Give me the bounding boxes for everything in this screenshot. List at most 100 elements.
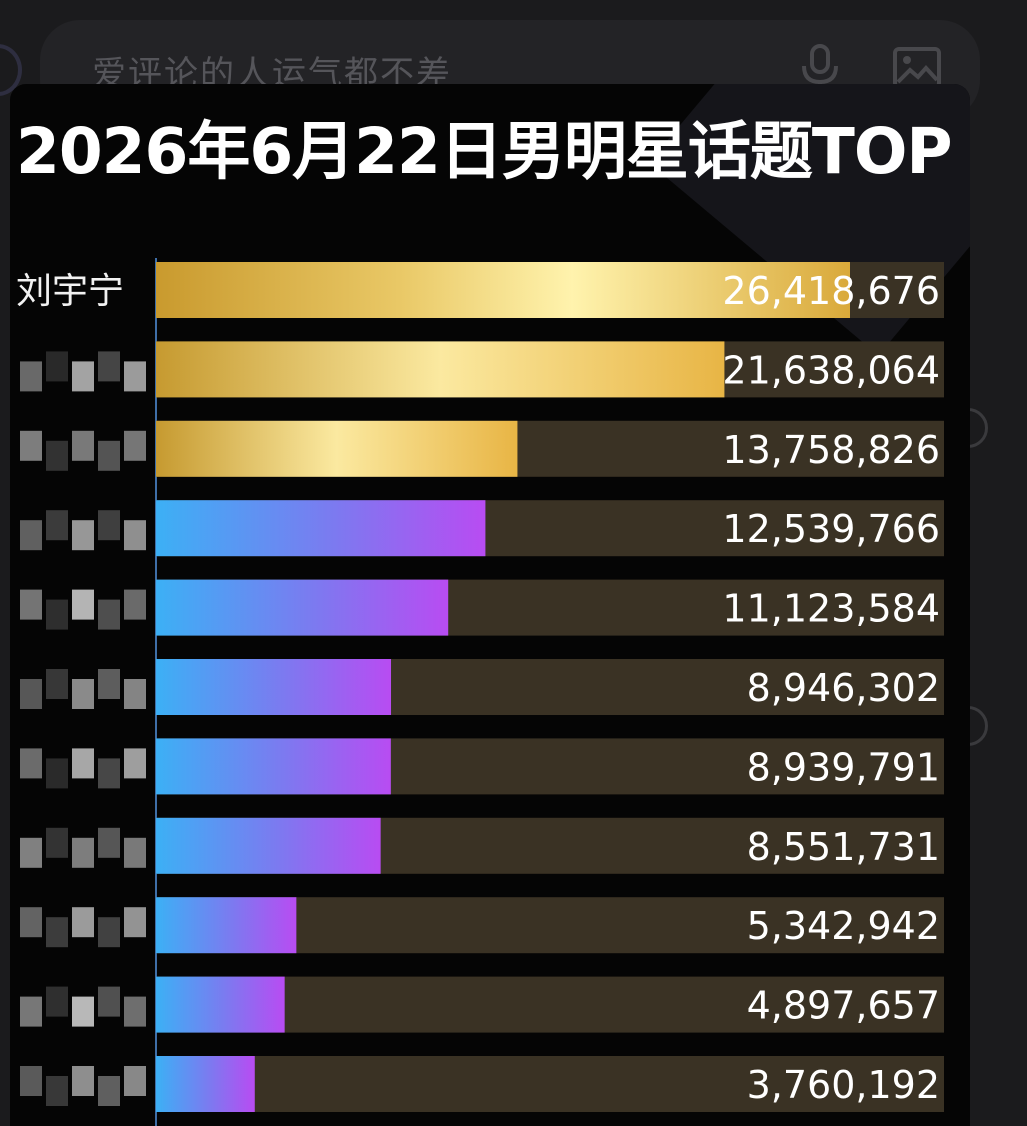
pixel-block: [72, 430, 94, 461]
category-label: 刘宇宁: [16, 271, 124, 312]
pixel-block: [46, 351, 68, 382]
bar-row: 21,638,064: [20, 341, 944, 398]
pixelated-name: [20, 510, 146, 551]
value-label: 8,946,302: [747, 666, 940, 710]
pixel-block: [46, 986, 68, 1017]
pixel-block: [46, 669, 68, 699]
pixel-block: [98, 827, 120, 858]
pixel-block: [46, 827, 68, 858]
pixelated-name: [20, 1066, 146, 1106]
pixel-block: [20, 361, 42, 392]
bar-row: 4,897,657: [20, 976, 944, 1033]
pixel-block: [72, 520, 94, 551]
pixel-block: [46, 440, 68, 471]
pixel-block: [20, 679, 42, 709]
pixel-block: [124, 589, 146, 620]
pixel-block: [98, 599, 120, 630]
pixel-block: [98, 1076, 120, 1106]
pixel-block: [46, 1076, 68, 1106]
pixel-block: [124, 907, 146, 938]
value-label: 8,551,731: [747, 825, 940, 869]
bar-row: 8,946,302: [20, 659, 944, 715]
pixel-block: [124, 361, 146, 392]
bar-row: 12,539,766: [20, 500, 944, 557]
pixel-block: [72, 1066, 94, 1096]
pixel-block: [72, 589, 94, 620]
pixel-block: [98, 917, 120, 948]
pixel-block: [20, 520, 42, 551]
bars-layer: 刘宇宁 26,418,676 21,638,064 13,758,826 12,539,…: [16, 258, 944, 1126]
chart-title: 2026年6月22日男明星话题TOP: [16, 115, 953, 188]
value-label: 5,342,942: [747, 904, 940, 948]
pixel-block: [124, 520, 146, 551]
pixel-block: [46, 917, 68, 948]
pixel-block: [98, 440, 120, 471]
pixel-block: [20, 589, 42, 620]
pixel-block: [124, 837, 146, 868]
pixel-block: [72, 837, 94, 868]
pixel-block: [20, 996, 42, 1027]
bar-row: 5,342,942: [20, 897, 944, 954]
pixel-block: [20, 907, 42, 938]
pixel-block: [98, 510, 120, 541]
pixel-block: [72, 361, 94, 392]
pixel-block: [46, 510, 68, 541]
pixelated-name: [20, 748, 146, 789]
pixel-block: [72, 907, 94, 938]
pixelated-name: [20, 351, 146, 392]
bar-row: 8,939,791: [20, 738, 944, 795]
pixel-block: [20, 837, 42, 868]
bar: [156, 420, 518, 477]
pixel-block: [20, 748, 42, 779]
value-label: 3,760,192: [747, 1063, 940, 1107]
bar: [156, 976, 285, 1033]
pixel-block: [72, 679, 94, 709]
bar: [156, 500, 486, 557]
pixelated-name: [20, 430, 146, 471]
value-label: 11,123,584: [722, 587, 940, 631]
pixelated-name: [20, 669, 146, 709]
bar-chart: 刘宇宁 26,418,676 21,638,064 13,758,826 12,539,…: [16, 258, 944, 1126]
value-label: 13,758,826: [722, 428, 940, 472]
pixel-block: [46, 599, 68, 630]
value-label: 12,539,766: [722, 507, 940, 551]
pixel-block: [98, 758, 120, 789]
bar-row: 11,123,584: [20, 579, 944, 636]
pixel-block: [72, 748, 94, 779]
pixel-block: [98, 351, 120, 382]
bar: [156, 817, 381, 874]
pixel-block: [20, 430, 42, 461]
pixel-block: [98, 669, 120, 699]
value-label: 21,638,064: [722, 348, 940, 392]
bar-row: 3,760,192: [20, 1056, 944, 1112]
bar: [156, 341, 725, 398]
pixel-block: [20, 1066, 42, 1096]
bar: [156, 738, 391, 795]
bar: [156, 262, 850, 318]
bar-track: [156, 976, 944, 1033]
bar-row: 13,758,826: [20, 420, 944, 477]
bar-row: 8,551,731: [20, 817, 944, 874]
pixel-block: [72, 996, 94, 1027]
bar: [156, 897, 297, 954]
pixelated-name: [20, 827, 146, 868]
bar-row: 刘宇宁 26,418,676: [16, 262, 944, 318]
value-label: 8,939,791: [747, 745, 940, 789]
bar: [156, 579, 449, 636]
bar: [156, 659, 392, 715]
pixel-block: [124, 748, 146, 779]
bar: [156, 1056, 255, 1112]
pixel-block: [124, 1066, 146, 1096]
pixel-block: [124, 996, 146, 1027]
pixelated-name: [20, 589, 146, 630]
pixel-block: [46, 758, 68, 789]
pixelated-name: [20, 907, 146, 948]
pixel-block: [124, 430, 146, 461]
bar-track: [156, 1056, 944, 1112]
pixelated-name: [20, 986, 146, 1027]
pixel-block: [124, 679, 146, 709]
chart-card: 2026年6月22日男明星话题TOP 刘宇宁 26,418,676 21,638,0…: [10, 84, 970, 1126]
value-label: 4,897,657: [747, 984, 940, 1028]
pixel-block: [98, 986, 120, 1017]
value-label: 26,418,676: [722, 269, 940, 313]
